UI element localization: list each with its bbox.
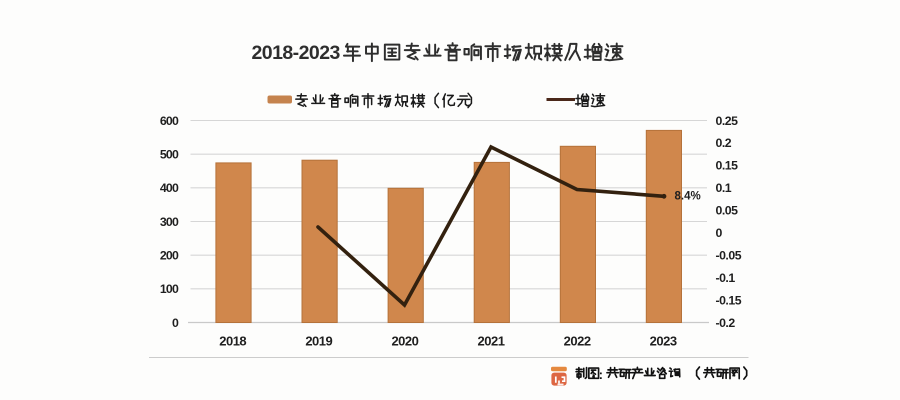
svg-text:0.2: 0.2 bbox=[716, 136, 732, 150]
svg-text:2023: 2023 bbox=[650, 334, 677, 349]
svg-text:0.1: 0.1 bbox=[716, 181, 732, 195]
svg-text:-0.2: -0.2 bbox=[716, 316, 736, 330]
svg-text:-0.1: -0.1 bbox=[716, 271, 736, 285]
svg-text:0.25: 0.25 bbox=[716, 114, 739, 128]
svg-text:2019: 2019 bbox=[305, 334, 332, 349]
svg-text:-0.05: -0.05 bbox=[716, 248, 742, 262]
svg-text:400: 400 bbox=[160, 181, 179, 195]
svg-text:100: 100 bbox=[160, 282, 179, 296]
svg-text:300: 300 bbox=[160, 215, 179, 229]
svg-text:-0.15: -0.15 bbox=[716, 293, 742, 307]
svg-text:200: 200 bbox=[160, 249, 179, 263]
svg-text:0: 0 bbox=[172, 316, 179, 330]
svg-text:0.15: 0.15 bbox=[716, 159, 739, 173]
svg-text:0: 0 bbox=[716, 226, 723, 240]
svg-text:2020: 2020 bbox=[391, 334, 418, 349]
svg-text:2022: 2022 bbox=[564, 334, 591, 349]
svg-text::: : bbox=[599, 368, 603, 382]
svg-text:8.4%: 8.4% bbox=[675, 191, 701, 203]
svg-text:2021: 2021 bbox=[478, 334, 505, 349]
svg-text:0.05: 0.05 bbox=[716, 204, 739, 218]
svg-text:600: 600 bbox=[160, 114, 179, 128]
svg-text:500: 500 bbox=[160, 148, 179, 162]
svg-text:2018-2023: 2018-2023 bbox=[252, 42, 341, 64]
svg-text:2018: 2018 bbox=[219, 334, 246, 349]
